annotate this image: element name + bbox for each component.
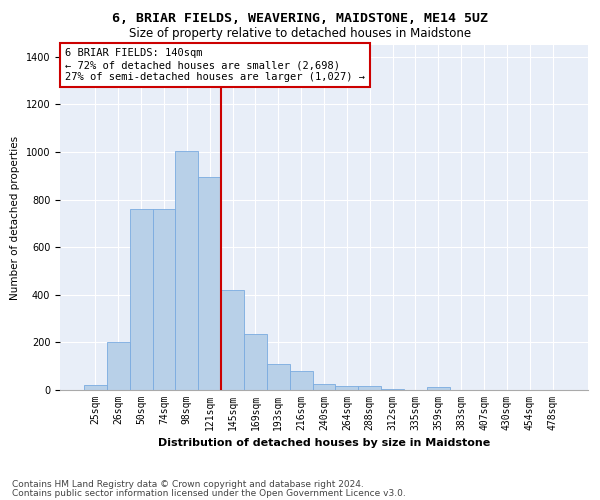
Text: 6 BRIAR FIELDS: 140sqm
← 72% of detached houses are smaller (2,698)
27% of semi-: 6 BRIAR FIELDS: 140sqm ← 72% of detached… — [65, 48, 365, 82]
Bar — [381, 389, 404, 390]
Bar — [358, 386, 381, 390]
Text: Contains HM Land Registry data © Crown copyright and database right 2024.: Contains HM Land Registry data © Crown c… — [12, 480, 364, 489]
Bar — [427, 387, 450, 390]
Bar — [290, 371, 313, 390]
Bar — [84, 385, 107, 390]
Bar — [244, 334, 267, 390]
Bar — [152, 209, 175, 390]
Bar — [130, 209, 152, 390]
Text: 6, BRIAR FIELDS, WEAVERING, MAIDSTONE, ME14 5UZ: 6, BRIAR FIELDS, WEAVERING, MAIDSTONE, M… — [112, 12, 488, 26]
Bar — [221, 290, 244, 390]
Bar — [198, 177, 221, 390]
Bar — [107, 342, 130, 390]
Text: Contains public sector information licensed under the Open Government Licence v3: Contains public sector information licen… — [12, 488, 406, 498]
Bar — [267, 364, 290, 390]
Text: Size of property relative to detached houses in Maidstone: Size of property relative to detached ho… — [129, 28, 471, 40]
Bar — [313, 384, 335, 390]
X-axis label: Distribution of detached houses by size in Maidstone: Distribution of detached houses by size … — [158, 438, 490, 448]
Bar — [175, 151, 198, 390]
Y-axis label: Number of detached properties: Number of detached properties — [10, 136, 20, 300]
Bar — [335, 386, 358, 390]
